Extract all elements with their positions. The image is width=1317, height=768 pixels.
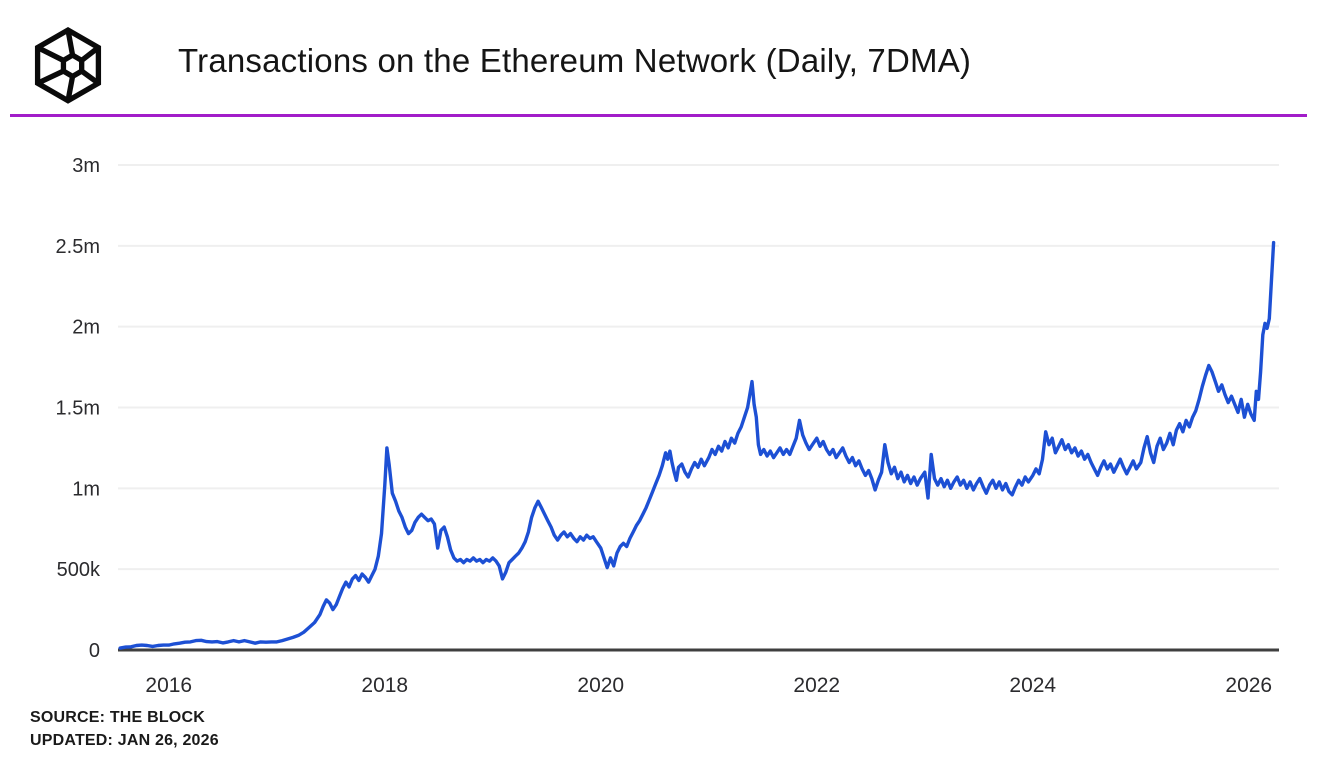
chart-area: 0 500k 1m 1.5m 2m 2.5m 3m 2016 2018 2020 2022 2024 2… (0, 130, 1317, 697)
x-tick-label: 2024 (1009, 674, 1056, 696)
x-tick-label: 2020 (577, 674, 624, 696)
y-tick-label: 2m (72, 317, 100, 339)
the-block-logo-icon (34, 26, 102, 104)
y-tick-label: 0 (89, 640, 100, 662)
y-tick-label: 3m (72, 155, 100, 177)
x-tick-label: 2018 (361, 674, 408, 696)
source-label: SOURCE: THE BLOCK (30, 709, 205, 726)
y-tick-label: 1m (72, 478, 100, 500)
y-tick-label: 500k (57, 559, 101, 581)
header: Transactions on the Ethereum Network (Da… (0, 0, 1317, 114)
accent-divider (10, 114, 1307, 117)
page-title: Transactions on the Ethereum Network (Da… (178, 42, 972, 79)
series-path (118, 240, 1276, 650)
y-tick-label: 1.5m (56, 398, 100, 420)
updated-label: UPDATED: JAN 26, 2026 (30, 732, 219, 749)
x-tick-label: 2026 (1225, 674, 1272, 696)
x-tick-label: 2016 (145, 674, 192, 696)
line-chart: 0 500k 1m 1.5m 2m 2.5m 3m 2016 2018 2020 2022 2024 2… (56, 155, 1279, 697)
chart-footer: SOURCE: THE BLOCK UPDATED: JAN 26, 2026 (30, 706, 219, 752)
x-tick-label: 2022 (793, 674, 840, 696)
y-tick-label: 2.5m (56, 236, 100, 258)
